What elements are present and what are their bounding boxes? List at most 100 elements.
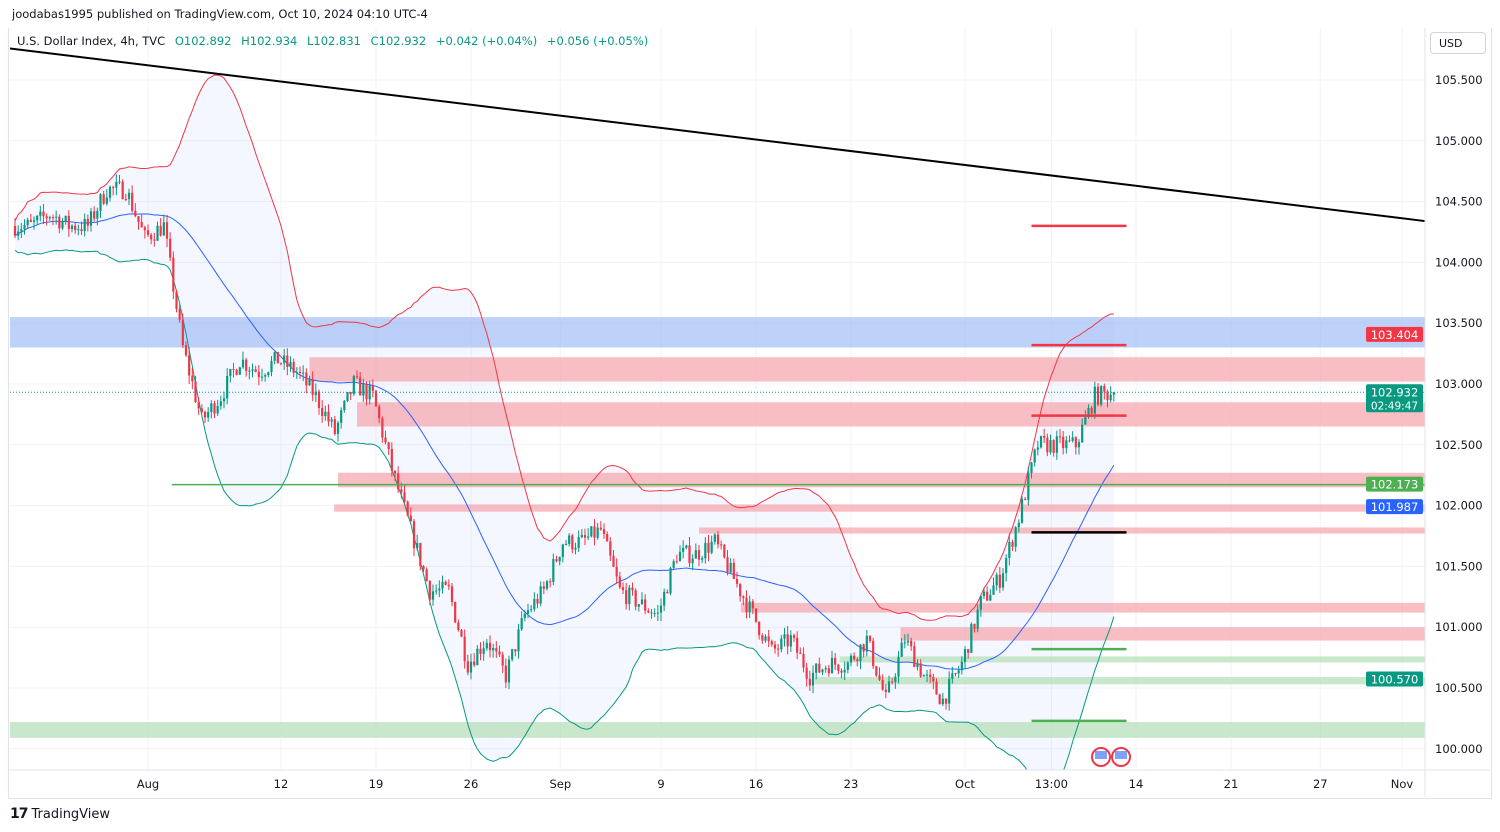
candle-body	[150, 234, 153, 240]
candle-body	[1068, 440, 1071, 442]
bollinger-basis	[14, 213, 1115, 670]
candle-body	[967, 649, 970, 653]
candle-body	[659, 605, 663, 613]
candle-body	[93, 211, 96, 219]
plot-area	[10, 28, 1425, 770]
time-tick-label: Aug	[137, 777, 159, 791]
candle-body	[108, 186, 112, 198]
candle-body	[644, 599, 647, 611]
candle-body	[257, 371, 260, 378]
candle-body	[245, 359, 248, 371]
candle-body	[112, 186, 115, 188]
candle-body	[511, 649, 514, 660]
price-tick-label: 103.500	[1435, 316, 1483, 330]
candle-body	[583, 534, 587, 538]
candle-body	[770, 641, 773, 645]
candle-body	[1106, 391, 1109, 401]
candle-body	[748, 601, 751, 613]
candle-body	[808, 678, 811, 686]
candle-body	[647, 610, 650, 613]
candle-body	[488, 642, 492, 651]
candle-body	[207, 411, 210, 418]
candle-body	[64, 215, 67, 222]
candle-body	[678, 551, 682, 562]
candle-body	[590, 526, 593, 537]
candle-body	[653, 612, 656, 614]
candle-body	[846, 662, 849, 670]
candle-body	[697, 550, 701, 560]
candle-body	[580, 534, 583, 538]
candle-body	[473, 661, 476, 666]
candle-body	[355, 376, 359, 378]
candle-body	[447, 584, 450, 587]
currency-button[interactable]: USD	[1430, 32, 1486, 54]
candle-body	[637, 604, 640, 607]
candle-body	[105, 197, 108, 204]
candle-body	[67, 215, 70, 229]
countdown-label: 02:49:47	[1371, 400, 1418, 412]
candle-body	[42, 211, 45, 217]
candle-body	[479, 648, 482, 654]
candle-body	[549, 581, 552, 583]
candle-body	[767, 636, 770, 642]
candle-body	[308, 378, 311, 386]
candle-body	[593, 526, 596, 538]
candle-body	[783, 634, 786, 639]
candle-body	[1039, 436, 1043, 448]
candle-body	[254, 369, 257, 372]
candle-body	[200, 408, 203, 412]
candle-body	[260, 376, 264, 378]
candle-body	[352, 376, 355, 395]
candle-body	[1112, 392, 1115, 395]
candle-body	[963, 649, 967, 662]
candle-body	[178, 308, 181, 320]
candle-body	[726, 557, 729, 573]
candle-body	[213, 403, 216, 414]
candle-body	[1005, 557, 1008, 574]
zone-red	[334, 504, 1425, 512]
candle-body	[745, 598, 748, 613]
candle-body	[390, 449, 393, 471]
bollinger-lower	[14, 249, 1115, 770]
candle-body	[932, 676, 935, 682]
candle-body	[146, 230, 150, 235]
candle-body	[910, 640, 913, 647]
candle-body	[834, 657, 837, 665]
candle-body	[979, 596, 982, 610]
candle-body	[466, 661, 469, 673]
candle-body	[732, 562, 735, 579]
candle-body	[23, 225, 26, 230]
candle-body	[574, 547, 577, 550]
candle-body	[862, 644, 865, 652]
candle-body	[162, 222, 165, 236]
price-tick-label: 102.500	[1435, 438, 1483, 452]
candle-body	[970, 623, 973, 653]
candle-body	[1027, 473, 1030, 500]
candle-body	[564, 543, 568, 545]
candle-body	[935, 681, 938, 695]
candle-body	[1055, 436, 1058, 453]
candle-body	[530, 609, 533, 611]
bollinger-fill	[15, 75, 1114, 770]
candle-body	[701, 558, 704, 560]
chart-frame	[8, 28, 1492, 799]
candle-body	[954, 673, 957, 675]
candle-body	[536, 598, 539, 604]
candle-body	[691, 558, 694, 564]
candle-body	[1052, 440, 1055, 453]
candle-body	[824, 668, 827, 670]
time-tick-label: 14	[1129, 777, 1144, 791]
candle-body	[672, 561, 675, 568]
footer-brand[interactable]: 𝟭𝟳 TradingView	[10, 806, 110, 822]
candle-body	[957, 670, 960, 674]
candle-body	[368, 385, 371, 400]
trend-line	[10, 47, 1425, 223]
us-flag-event-icon-fill	[1115, 751, 1127, 759]
candle-body	[1090, 407, 1093, 414]
candle-body	[1065, 440, 1068, 449]
candle-body	[232, 368, 235, 370]
candle-body	[552, 559, 555, 582]
candle-body	[397, 473, 400, 490]
candle-body	[713, 534, 716, 542]
